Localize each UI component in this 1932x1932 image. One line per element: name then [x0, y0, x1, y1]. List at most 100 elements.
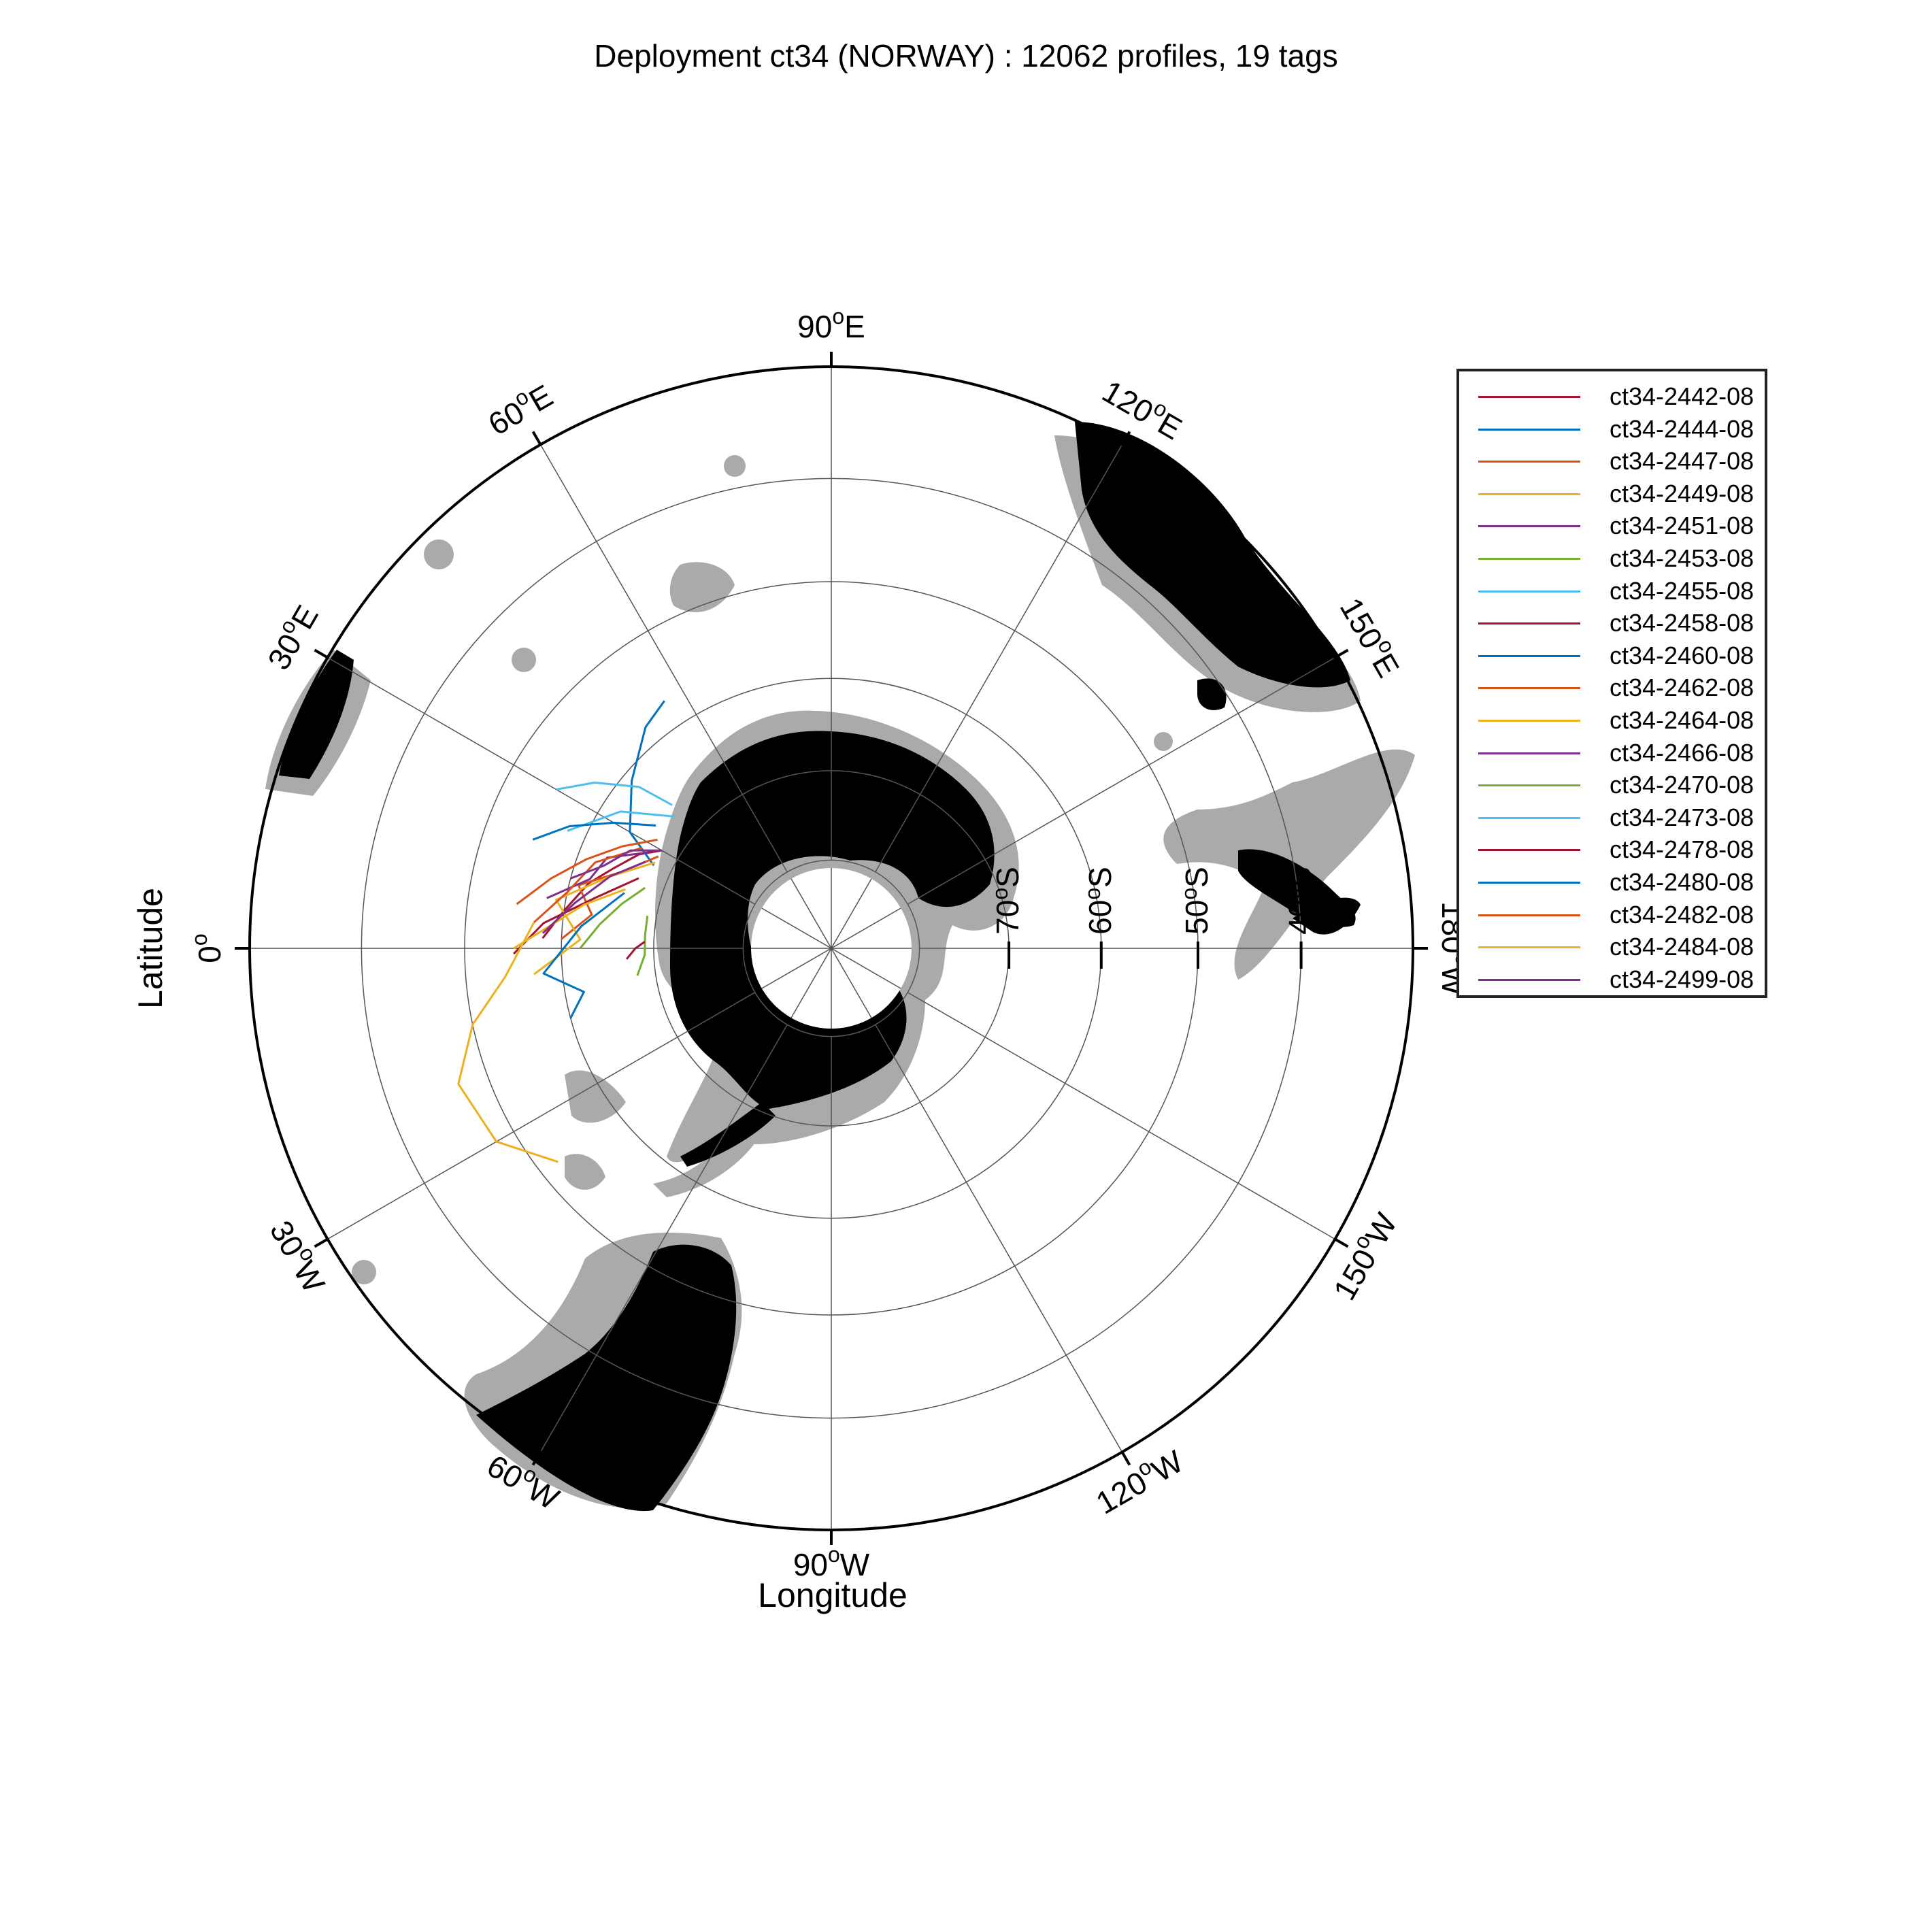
legend-label: ct34-2449-08	[1610, 479, 1754, 507]
meridian-line	[539, 444, 788, 873]
track-ct34-2453-08	[636, 916, 649, 976]
lon-label: 90oW	[793, 1542, 870, 1582]
lon-label-hemisphere: W	[840, 1547, 870, 1582]
legend-item: ct34-2442-08	[1478, 382, 1764, 411]
pole-spokes	[751, 868, 912, 1029]
legend-label: ct34-2466-08	[1610, 738, 1754, 767]
legend-swatch	[1478, 816, 1580, 819]
island-shelf	[352, 1260, 376, 1284]
australia-land	[1075, 422, 1350, 688]
legend-swatch	[1478, 428, 1580, 431]
pole-spoke	[831, 948, 901, 989]
legend-item: ct34-2451-08	[1478, 512, 1764, 540]
legend-swatch	[1478, 590, 1580, 593]
africa-land	[279, 650, 354, 779]
legend-item: ct34-2499-08	[1478, 965, 1764, 994]
y-axis-label: Latitude	[131, 888, 169, 1009]
legend-swatch	[1478, 622, 1580, 625]
degree-symbol: o	[988, 888, 1012, 900]
lat-label-degrees: 40	[1282, 900, 1318, 935]
track-ct34-2478-08	[625, 941, 646, 960]
lon-label-degrees: 30	[261, 628, 309, 676]
tasmania-land	[1197, 678, 1227, 710]
lon-label-hemisphere: W	[1146, 1443, 1189, 1488]
meridian-line	[907, 656, 1335, 905]
legend-label: ct34-2444-08	[1610, 414, 1754, 443]
lon-label-degrees: 120	[1097, 373, 1159, 430]
legend-swatch	[1478, 687, 1580, 690]
degree-symbol: o	[187, 933, 212, 946]
lon-label: 0o	[187, 933, 227, 963]
legend-swatch	[1478, 978, 1580, 981]
legend-item: ct34-2462-08	[1478, 673, 1764, 702]
meridian-line	[907, 992, 1335, 1240]
legend-label: ct34-2470-08	[1610, 771, 1754, 799]
legend-label: ct34-2484-08	[1610, 933, 1754, 961]
pole-spoke	[761, 907, 832, 949]
degree-symbol: o	[832, 304, 844, 329]
legend-item: ct34-2455-08	[1478, 576, 1764, 605]
legend-label: ct34-2447-08	[1610, 447, 1754, 476]
legend-item: ct34-2449-08	[1478, 479, 1764, 508]
lat-label: 60oS	[1080, 867, 1118, 935]
degree-symbol: o	[1080, 888, 1105, 900]
track-ct34-2462-08	[533, 846, 643, 923]
scotia-arc-shelf	[565, 1070, 626, 1123]
lat-label: 50oS	[1177, 867, 1214, 935]
legend-swatch	[1478, 752, 1580, 754]
lon-label-hemisphere: E	[1365, 648, 1406, 684]
legend-label: ct34-2473-08	[1610, 803, 1754, 831]
track-ct34-2482-08	[516, 838, 658, 905]
island-shelf	[512, 648, 536, 672]
pole-spoke	[831, 948, 872, 1018]
legend-item: ct34-2482-08	[1478, 901, 1764, 929]
legend-item: ct34-2480-08	[1478, 868, 1764, 897]
chart-title: Deployment ct34 (NORWAY) : 12062 profile…	[594, 38, 1337, 73]
legend-item: ct34-2453-08	[1478, 544, 1764, 573]
legend-item: ct34-2470-08	[1478, 771, 1764, 799]
legend-swatch	[1478, 882, 1580, 884]
legend-item: ct34-2464-08	[1478, 706, 1764, 735]
legend-swatch	[1478, 849, 1580, 852]
degree-symbol: o	[1177, 888, 1201, 900]
legend-swatch	[1478, 946, 1580, 949]
legend-swatch	[1478, 396, 1580, 398]
island-shelf	[724, 455, 746, 477]
legend-label: ct34-2478-08	[1610, 835, 1754, 864]
legend-label: ct34-2451-08	[1610, 512, 1754, 540]
track-ct34-2460-08	[542, 892, 625, 1019]
seal-tracks	[457, 700, 675, 1163]
lon-label: 90oE	[797, 304, 865, 344]
legend-label: ct34-2460-08	[1610, 641, 1754, 669]
lon-label-degrees: 0	[192, 946, 227, 963]
new-zealand-north-land	[1293, 897, 1361, 935]
legend-swatch	[1478, 493, 1580, 495]
legend-item: ct34-2473-08	[1478, 803, 1764, 832]
legend-swatch	[1478, 784, 1580, 787]
track-ct34-2466-08	[570, 849, 662, 880]
lon-label-hemisphere: E	[523, 378, 559, 418]
degree-symbol: o	[1280, 888, 1305, 900]
legend: ct34-2442-08 ct34-2444-08 ct34-2447-08 ct34…	[1456, 369, 1767, 998]
lat-label-degrees: 50	[1179, 900, 1214, 935]
south-america-land	[476, 1244, 737, 1512]
lon-label: 30oE	[256, 597, 325, 676]
legend-label: ct34-2455-08	[1610, 576, 1754, 605]
lon-tick	[1334, 1237, 1349, 1248]
track-ct34-2499-08	[542, 861, 646, 934]
lon-tick	[1334, 648, 1349, 659]
track-ct34-2480-08	[532, 821, 656, 841]
island-shelf	[424, 539, 454, 569]
legend-swatch	[1478, 720, 1580, 722]
legend-swatch	[1478, 558, 1580, 560]
legend-label: ct34-2458-08	[1610, 609, 1754, 637]
legend-swatch	[1478, 654, 1580, 657]
pole-spoke	[761, 948, 832, 989]
lat-label-hemisphere: S	[1179, 867, 1214, 888]
pole-spoke	[831, 907, 901, 949]
land	[279, 422, 1361, 1512]
lon-tick	[1120, 431, 1131, 446]
lat-label-degrees: 70	[990, 900, 1025, 935]
lon-label-hemisphere: E	[844, 309, 865, 344]
lat-label: 70oS	[988, 867, 1025, 935]
